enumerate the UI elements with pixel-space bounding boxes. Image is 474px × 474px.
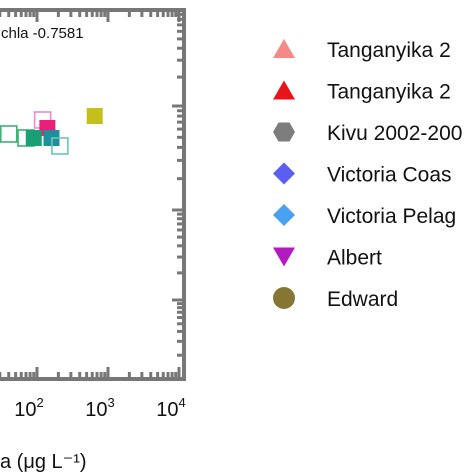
legend-label: Victoria Coas xyxy=(327,164,452,187)
data-points xyxy=(0,108,103,155)
legend-label: Victoria Pelag xyxy=(327,205,456,228)
data-point xyxy=(51,137,69,155)
x-tick-label: 102 xyxy=(14,395,43,421)
legend-marker-triangle-down xyxy=(273,247,295,267)
data-point xyxy=(86,108,103,124)
legend-marker-diamond xyxy=(273,162,295,185)
plot-axes xyxy=(0,8,186,381)
legend-marker-hexagon xyxy=(273,122,295,142)
x-tick-label: 104 xyxy=(156,395,185,421)
legend-label: Tanganyika 2 xyxy=(327,81,451,104)
legend: Tanganyika 2 Tanganyika 2 Kivu 2002-200 Vic… xyxy=(273,39,462,311)
legend-marker-triangle-up xyxy=(273,80,295,100)
legend-marker-triangle-up xyxy=(273,39,295,58)
x-axis-label: a (μg L⁻¹) xyxy=(0,451,87,473)
data-point xyxy=(0,125,18,143)
legend-marker-diamond xyxy=(273,204,295,226)
legend-label: Edward xyxy=(327,288,398,311)
correlation-annotation: chla -0.7581 xyxy=(1,25,84,42)
legend-label: Tanganyika 2 xyxy=(327,39,451,62)
x-tick-label: 103 xyxy=(85,395,114,421)
x-tick-labels: 102 103 104 xyxy=(14,395,185,421)
data-point xyxy=(25,130,42,146)
legend-label: Kivu 2002-200 xyxy=(327,122,462,145)
legend-label: Albert xyxy=(327,247,382,270)
legend-marker-circle xyxy=(273,287,295,309)
